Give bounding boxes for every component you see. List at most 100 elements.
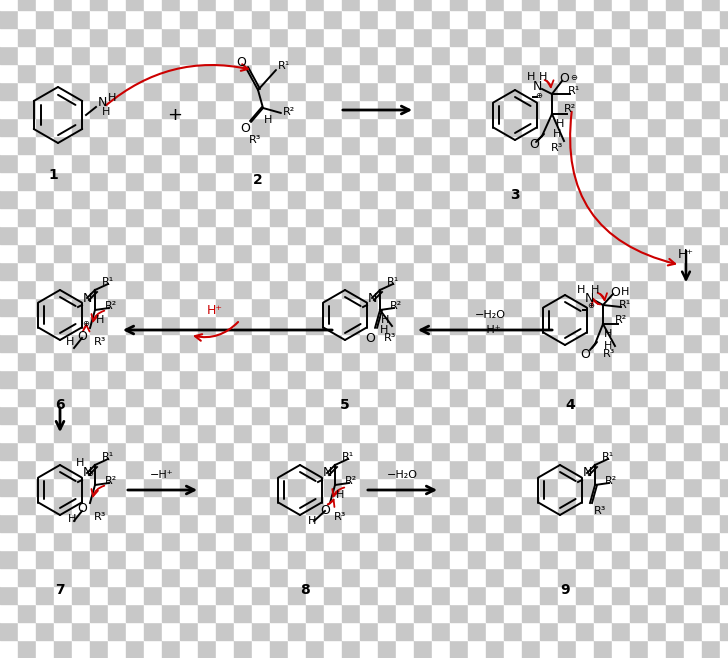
Bar	[558, 154, 576, 172]
Bar	[378, 478, 396, 496]
Bar	[576, 226, 594, 244]
Bar	[270, 136, 288, 154]
Bar	[468, 118, 486, 136]
Bar	[72, 496, 90, 514]
Bar	[216, 640, 234, 658]
Bar	[576, 514, 594, 532]
Bar	[396, 172, 414, 190]
Bar	[630, 262, 648, 280]
Bar	[468, 136, 486, 154]
Bar	[162, 478, 180, 496]
Bar	[0, 352, 18, 370]
Bar	[324, 496, 342, 514]
Bar	[594, 622, 612, 640]
Bar	[144, 280, 162, 298]
Bar	[414, 172, 432, 190]
Bar	[324, 352, 342, 370]
Bar	[630, 514, 648, 532]
Bar	[558, 640, 576, 658]
Bar	[288, 100, 306, 118]
Bar	[54, 622, 72, 640]
Bar	[252, 568, 270, 586]
Bar	[486, 46, 504, 64]
Bar	[522, 10, 540, 28]
Bar	[306, 100, 324, 118]
Bar	[360, 568, 378, 586]
Bar	[396, 190, 414, 208]
Bar	[414, 568, 432, 586]
Bar	[126, 460, 144, 478]
Bar	[18, 550, 36, 568]
Bar	[702, 0, 720, 10]
Bar	[594, 154, 612, 172]
Bar	[450, 316, 468, 334]
Bar	[594, 0, 612, 10]
Bar	[270, 100, 288, 118]
Bar	[450, 82, 468, 100]
Bar	[630, 244, 648, 262]
Text: H: H	[76, 458, 84, 468]
Text: 4: 4	[565, 398, 575, 412]
Bar	[144, 532, 162, 550]
Bar	[54, 244, 72, 262]
Bar	[252, 82, 270, 100]
Bar	[18, 478, 36, 496]
Bar	[18, 334, 36, 352]
Bar	[720, 334, 728, 352]
Bar	[234, 226, 252, 244]
Bar	[144, 118, 162, 136]
Bar	[18, 604, 36, 622]
Bar	[522, 28, 540, 46]
Bar	[360, 496, 378, 514]
Bar	[216, 208, 234, 226]
Bar	[648, 316, 666, 334]
Bar	[162, 460, 180, 478]
Bar	[594, 604, 612, 622]
Bar	[234, 334, 252, 352]
Bar	[54, 136, 72, 154]
Bar	[108, 100, 126, 118]
Bar	[720, 370, 728, 388]
Bar	[360, 82, 378, 100]
Bar	[720, 10, 728, 28]
Bar	[468, 28, 486, 46]
Bar	[198, 28, 216, 46]
Bar	[684, 100, 702, 118]
Bar	[540, 370, 558, 388]
Bar	[36, 64, 54, 82]
Bar	[414, 352, 432, 370]
Bar	[162, 568, 180, 586]
Bar	[360, 586, 378, 604]
Bar	[720, 604, 728, 622]
Bar	[270, 316, 288, 334]
Bar	[468, 0, 486, 10]
Bar	[252, 100, 270, 118]
Bar	[612, 622, 630, 640]
Bar	[684, 604, 702, 622]
Bar	[486, 154, 504, 172]
Bar	[684, 478, 702, 496]
Bar	[162, 46, 180, 64]
Bar	[18, 28, 36, 46]
Bar	[648, 532, 666, 550]
Bar	[378, 640, 396, 658]
Bar	[270, 82, 288, 100]
Bar	[198, 82, 216, 100]
Bar	[522, 550, 540, 568]
Bar	[522, 424, 540, 442]
Text: H⁺: H⁺	[678, 249, 694, 261]
Bar	[288, 550, 306, 568]
Bar	[684, 28, 702, 46]
Bar	[36, 208, 54, 226]
Bar	[216, 136, 234, 154]
Bar	[234, 388, 252, 406]
Bar	[558, 190, 576, 208]
Bar	[396, 370, 414, 388]
Bar	[504, 388, 522, 406]
Bar	[90, 298, 108, 316]
Bar	[648, 46, 666, 64]
Bar	[450, 190, 468, 208]
Bar	[360, 622, 378, 640]
Text: +: +	[167, 106, 183, 124]
Bar	[18, 244, 36, 262]
